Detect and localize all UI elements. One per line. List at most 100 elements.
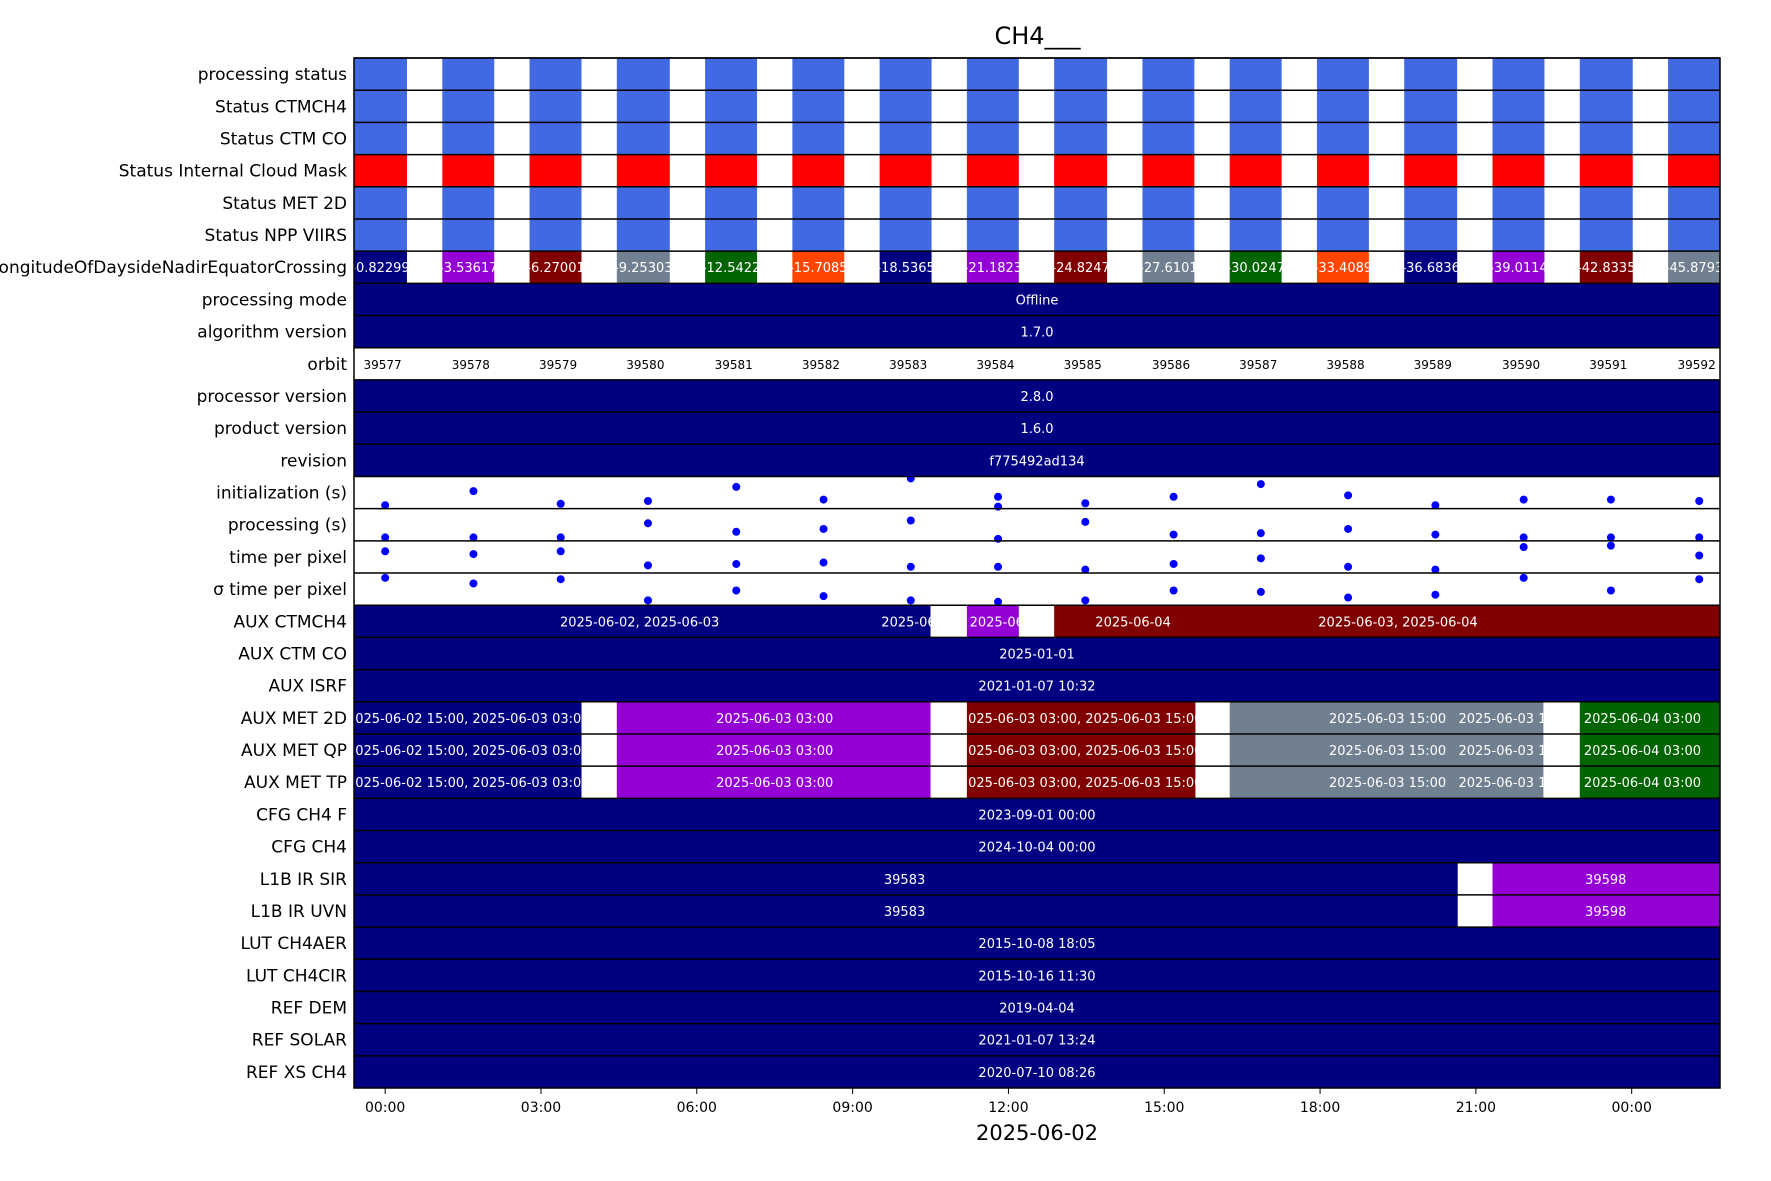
row-processing-s- — [381, 516, 1704, 543]
value-bar — [354, 959, 1720, 992]
segment-label: 2025-06-03 15:00 — [1329, 776, 1446, 791]
data-point — [994, 502, 1003, 511]
status-bar — [1316, 58, 1369, 91]
row-label: processing mode — [202, 290, 347, 310]
x-tick-label: 21:00 — [1456, 1100, 1496, 1116]
row-label: AUX ISRF — [268, 677, 347, 697]
value-label: 2.8.0 — [1020, 390, 1053, 405]
data-point — [556, 499, 565, 508]
row-revision: f775492ad134 — [354, 444, 1720, 477]
status-bar — [705, 90, 758, 123]
segment-label: 2025-06-03 03:00, 2025-06-03 15:00 — [960, 712, 1203, 727]
status-bar — [1316, 154, 1369, 187]
orbit-number: 39592 — [1678, 358, 1716, 372]
segment-label: 2025-06-03 15:00, 2025-06-04 03:00 — [1458, 776, 1701, 791]
orbit-number: 39579 — [539, 358, 577, 372]
value-bar — [354, 379, 1720, 413]
status-bar — [1404, 122, 1458, 155]
status-bar — [616, 218, 670, 252]
value-label: 1.6.0 — [1020, 422, 1053, 437]
row-ref-dem: 2019-04-04 — [354, 991, 1720, 1024]
status-bar — [1316, 122, 1369, 155]
data-point — [1519, 495, 1528, 504]
row-label: LongitudeOfDaysideNadirEquatorCrossing — [0, 258, 347, 278]
row-label: AUX MET 2D — [241, 709, 347, 729]
data-point — [994, 534, 1003, 543]
row-orbit: 39577 39578 39579 39580 39581 39582 39583 39584… — [363, 358, 1715, 372]
equator-crossing-bar — [1316, 251, 1369, 284]
status-bar — [529, 90, 582, 123]
segment-label: 2025-06-03 15:00, 2025-06-04 03:00 — [1458, 744, 1701, 759]
status-bar — [354, 122, 407, 155]
row-label: time per pixel — [229, 548, 347, 568]
segment-label: 39583 — [884, 905, 925, 920]
row-cfg-ch4-f: 2023-09-01 00:00 — [354, 798, 1720, 831]
x-tick-label: 03:00 — [521, 1100, 561, 1116]
equator-crossing-bar — [354, 251, 407, 284]
segment-label: 2025-06-0 — [881, 615, 948, 630]
status-bar — [705, 154, 758, 187]
status-bar — [1492, 218, 1545, 252]
status-bar — [792, 90, 845, 123]
data-point — [381, 501, 390, 510]
orbit-number: 39581 — [715, 358, 753, 372]
status-bar — [442, 58, 495, 91]
value-bar — [354, 1023, 1720, 1056]
data-point — [1256, 587, 1265, 596]
data-point — [1344, 593, 1353, 602]
segment-bar — [966, 701, 1196, 734]
segment-bar — [1492, 894, 1720, 928]
row-label: LUT CH4AER — [240, 934, 347, 954]
status-bar — [1316, 218, 1369, 252]
row-label: Status CTM CO — [220, 129, 347, 149]
status-bar — [1492, 58, 1545, 91]
data-point — [994, 492, 1003, 501]
row-status-ctmch4 — [354, 90, 1720, 123]
row-label: CFG CH4 — [271, 838, 347, 858]
status-bar — [1229, 218, 1282, 252]
data-point — [819, 524, 828, 533]
data-point — [1431, 530, 1440, 539]
data-point — [643, 561, 652, 570]
orbit-number: 39578 — [452, 358, 490, 372]
data-point — [819, 558, 828, 567]
data-point — [819, 495, 828, 504]
x-tick-label: 06:00 — [677, 1100, 717, 1116]
data-point — [1344, 524, 1353, 533]
orbit-number: 39585 — [1064, 358, 1102, 372]
value-bar — [354, 283, 1720, 316]
orbit-number: 39584 — [976, 358, 1014, 372]
data-point — [469, 550, 478, 559]
equator-crossing-label: -45.8793 — [1665, 261, 1723, 276]
row-aux-met-tp: 2025-06-02 15:00, 2025-06-03 03:00 2025-0… — [354, 766, 1720, 799]
status-bar — [966, 218, 1019, 252]
equator-crossing-label: -15.7085 — [789, 261, 847, 276]
segment-bar — [616, 733, 931, 767]
orbit-number: 39587 — [1239, 358, 1277, 372]
equator-crossing-label: -6.27001 — [526, 261, 584, 276]
plot-area: -0.82299 -3.53617 -6.27001 -9.25303 -12.5422… — [354, 58, 1723, 1088]
status-bar — [442, 122, 495, 155]
segment-label: 2025-06-03 03:00 — [716, 712, 833, 727]
row-processor-version: 2.8.0 — [354, 379, 1720, 413]
status-bar — [529, 218, 582, 252]
segment-bar — [354, 733, 582, 767]
row-status-ctm-co — [354, 122, 1720, 155]
status-bar — [1492, 90, 1545, 123]
row-label: REF XS CH4 — [246, 1063, 347, 1083]
equator-crossing-bar — [616, 251, 670, 284]
data-point — [1431, 565, 1440, 574]
equator-crossing-bar — [529, 251, 582, 284]
row-initialization-s- — [381, 474, 1704, 511]
data-point — [994, 562, 1003, 571]
orbit-number: 39580 — [626, 358, 664, 372]
value-label: 2020-07-10 08:26 — [978, 1066, 1095, 1081]
status-bar — [1404, 90, 1458, 123]
row-lut-ch4aer: 2015-10-08 18:05 — [354, 927, 1720, 960]
status-bar — [1668, 154, 1720, 187]
status-bar — [616, 154, 670, 187]
value-bar — [354, 1055, 1720, 1088]
segment-bar — [354, 766, 582, 799]
status-bar — [354, 218, 407, 252]
data-point — [1519, 533, 1528, 542]
